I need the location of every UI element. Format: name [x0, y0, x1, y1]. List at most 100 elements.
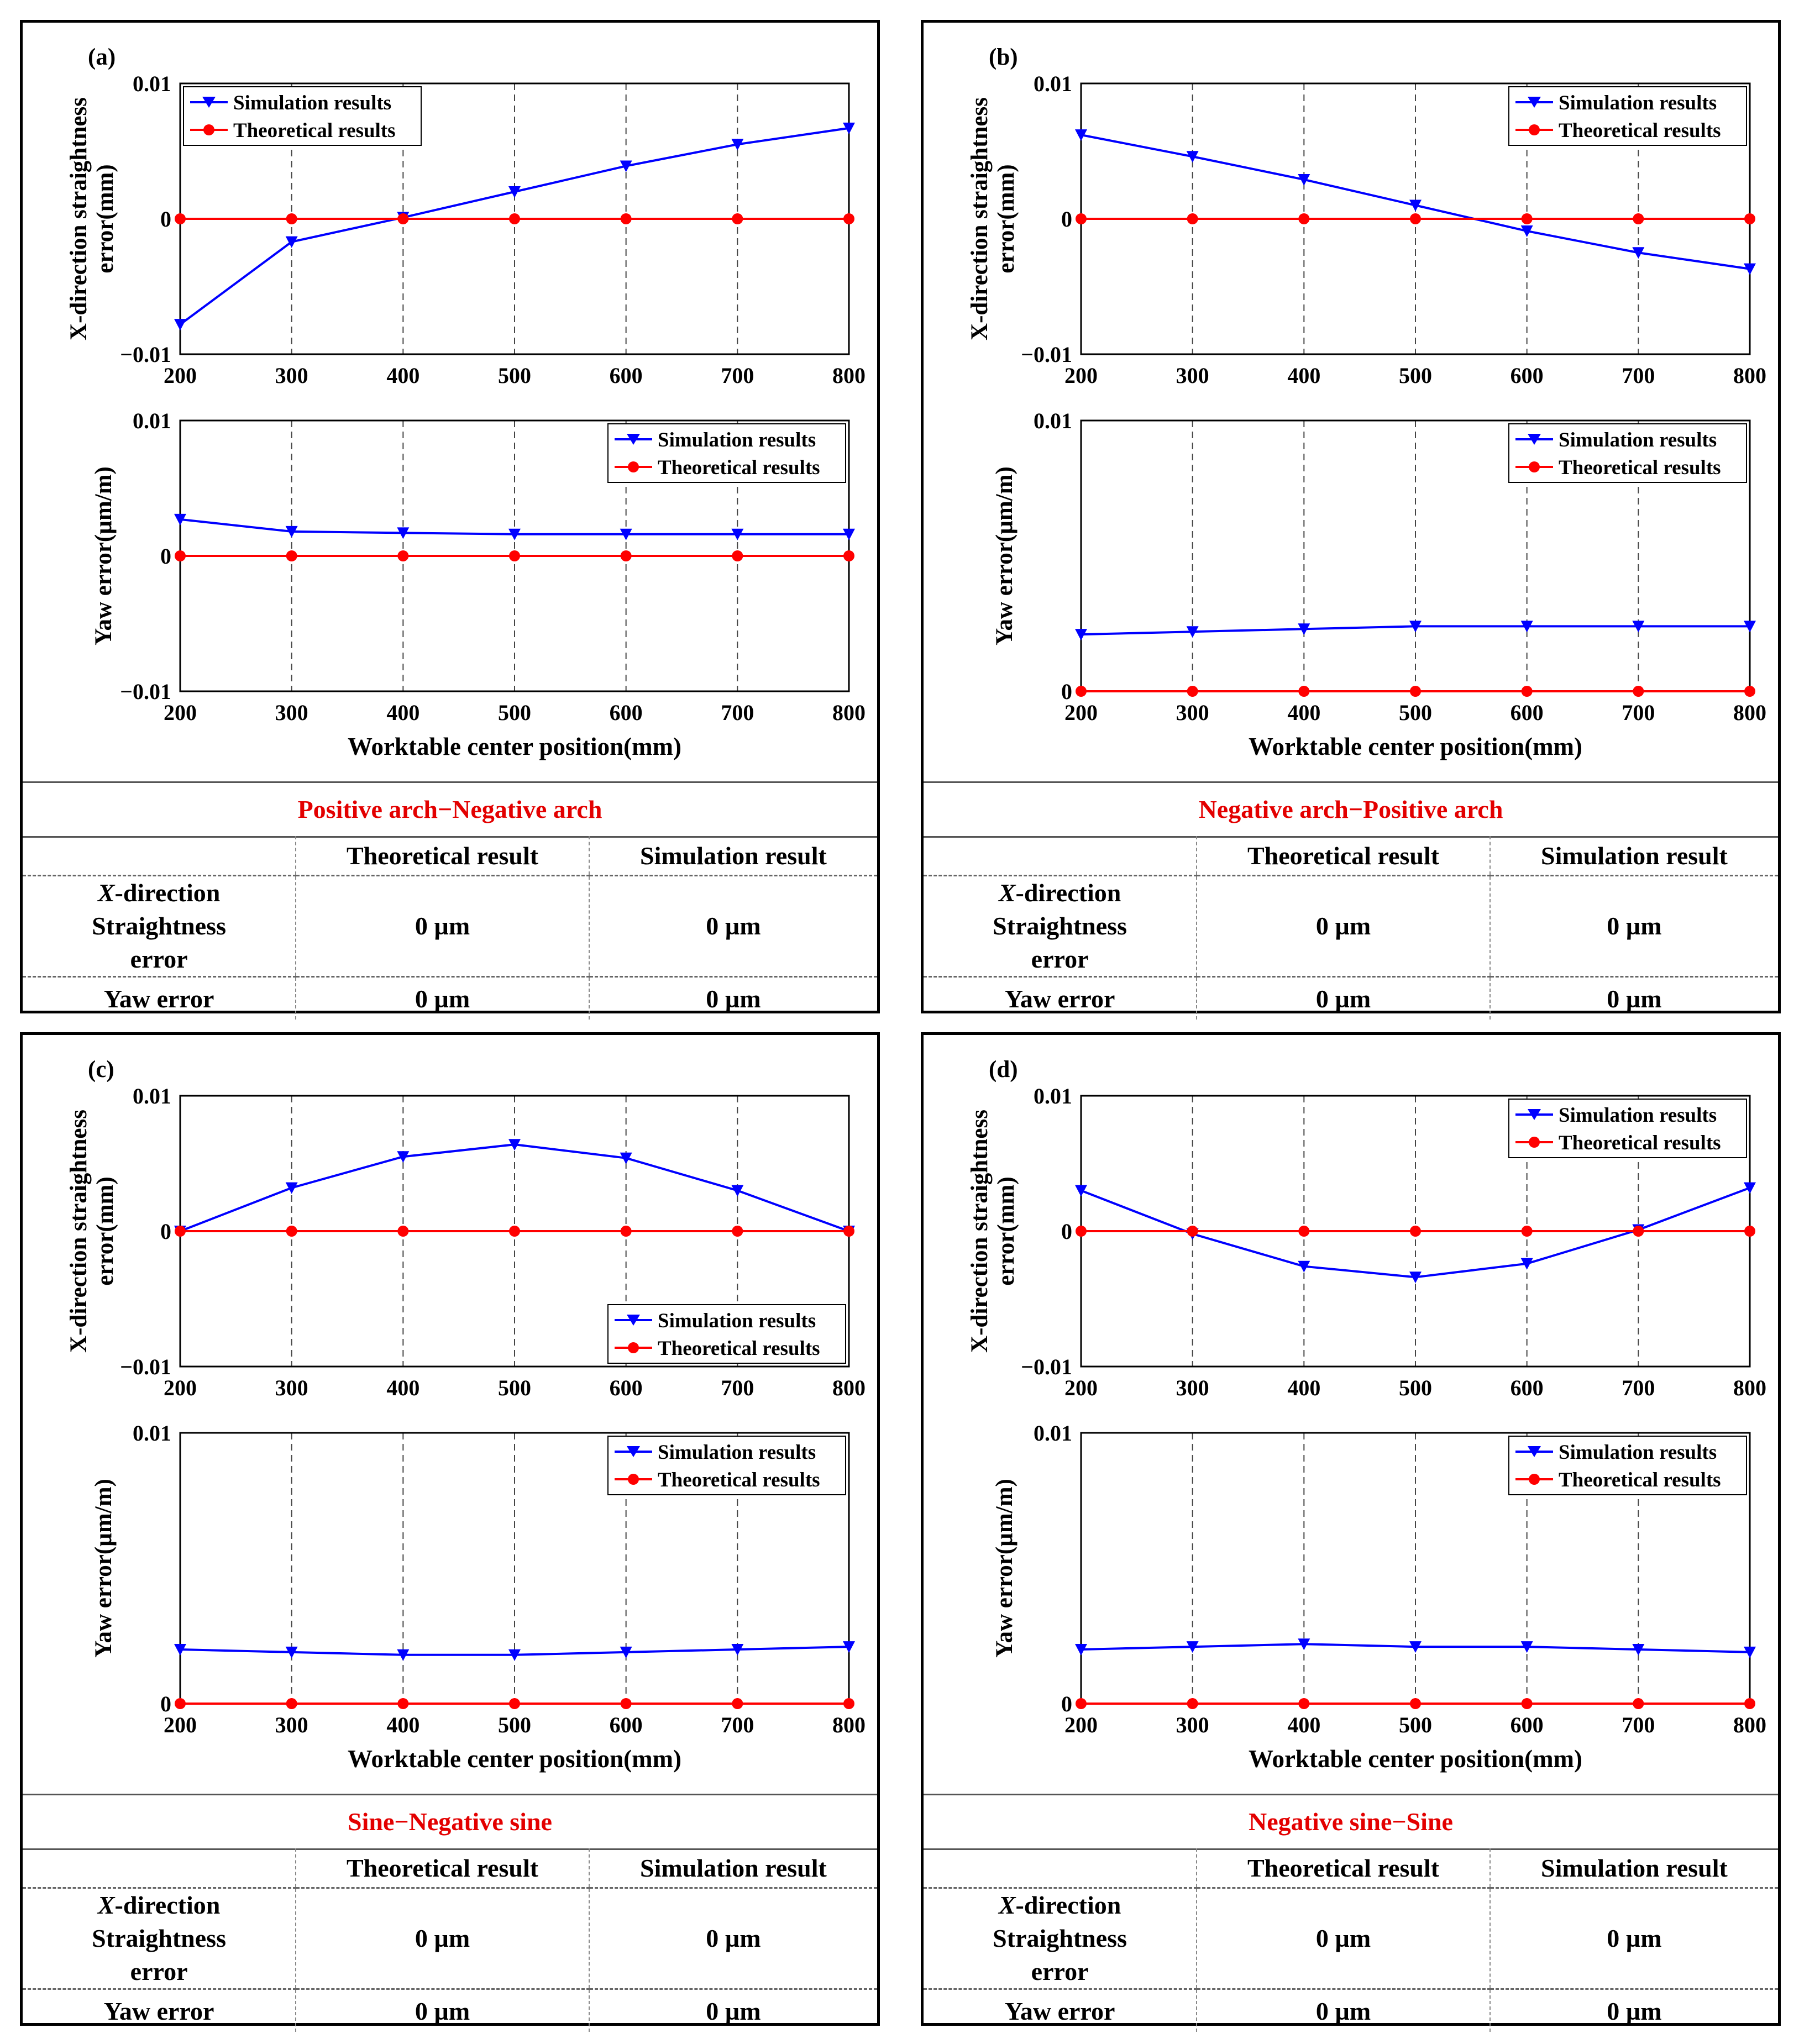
y-axis-label: X-direction straightness — [967, 97, 993, 340]
theoretical-point — [286, 1226, 297, 1237]
legend-label-simulation: Simulation results — [1559, 1441, 1717, 1464]
chart-top: 200 300 400 500 600 700 800 0.01 0 −0.01 X-directi… — [66, 71, 866, 388]
x-tick-label: 600 — [1510, 1375, 1544, 1400]
chart-bottom: 200 300 400 500 600 700 800 0.01 0 Yaw error(µm/m… — [992, 1421, 1766, 1773]
x-tick-label: 500 — [1399, 700, 1432, 725]
panel-subtitle: Sine−Negative sine — [23, 1794, 877, 1850]
x-tick-label: 300 — [275, 363, 308, 388]
legend-dot-marker — [203, 124, 214, 135]
simulation-point — [508, 1139, 521, 1151]
simulation-value: 0 µm — [1489, 875, 1778, 978]
simulation-point — [1744, 263, 1756, 275]
theoretical-point — [843, 1698, 854, 1709]
y-axis-label: Yaw error(µm/m) — [992, 1479, 1017, 1658]
panel-a: (a) 200 300 400 500 600 700 800 0.01 0 −0.01 X-dire… — [20, 20, 880, 1020]
simulation-value: 0 µm — [1489, 1989, 1778, 2032]
y-axis-label: X-direction straightness — [66, 97, 92, 340]
legend-label-simulation: Simulation results — [1559, 1104, 1717, 1127]
simulation-point — [174, 513, 186, 526]
y-tick-label: −0.01 — [120, 342, 171, 367]
results-table: Theoretical result Simulation result X-d… — [23, 1848, 877, 2032]
simulation-point — [1298, 623, 1310, 635]
x-tick-label: 500 — [498, 363, 531, 388]
header-theoretical: Theoretical result — [1196, 836, 1490, 876]
theoretical-point — [1076, 686, 1087, 697]
simulation-point — [1744, 1646, 1756, 1658]
row-label: Yaw error — [1004, 984, 1115, 1013]
table-header-row: Theoretical result Simulation result — [924, 836, 1778, 876]
theoretical-point — [397, 550, 409, 561]
simulation-point — [397, 1649, 410, 1661]
simulation-point — [731, 1644, 744, 1656]
legend-label-theoretical: Theoretical results — [233, 119, 396, 142]
x-tick-label: 800 — [832, 363, 866, 388]
theoretical-point — [1076, 1226, 1087, 1237]
table-row-straightness: X-direction Straightness error 0 µm 0 µm — [23, 1888, 877, 1990]
panel-subtitle: Negative arch−Positive arch — [924, 781, 1778, 838]
theoretical-point — [286, 1698, 297, 1709]
simulation-point — [1186, 1641, 1199, 1653]
simulation-point — [174, 1644, 186, 1656]
theoretical-point — [1187, 686, 1198, 697]
panel-b: (b) 200 300 400 500 600 700 800 0.01 0 −0.01 X-dire… — [921, 20, 1781, 1020]
y-tick-label: 0 — [160, 1691, 171, 1716]
row-label: X-direction Straightness error — [23, 875, 296, 978]
simulation-point — [1744, 1182, 1756, 1194]
simulation-point — [1298, 174, 1310, 186]
x-tick-label: 400 — [386, 700, 419, 725]
legend-frame — [1508, 1099, 1747, 1158]
panel-a-charts: (a) 200 300 400 500 600 700 800 0.01 0 −0.01 X-dire… — [66, 44, 866, 760]
table-header-row: Theoretical result Simulation result — [924, 1848, 1778, 1889]
row-label: X-direction Straightness error — [924, 1888, 1197, 1990]
theoretical-point — [1744, 213, 1755, 224]
legend-dot-marker — [1529, 1137, 1540, 1148]
results-table: Theoretical result Simulation result X-d… — [924, 836, 1778, 1020]
table-row-yaw: Yaw error 0 µm 0 µm — [924, 1989, 1778, 2032]
x-tick-label: 400 — [386, 363, 419, 388]
simulation-point — [843, 1641, 855, 1653]
x-tick-label: 300 — [1176, 700, 1209, 725]
x-tick-label: 600 — [610, 1375, 643, 1400]
x-axis-label: Worktable center position(mm) — [348, 733, 681, 760]
y-tick-label: −0.01 — [120, 1354, 171, 1379]
x-tick-label: 400 — [386, 1712, 419, 1737]
simulation-value: 0 µm — [588, 976, 877, 1020]
x-tick-label: 200 — [1064, 1375, 1098, 1400]
panel-c: (c) 200 300 400 500 600 700 800 0.01 0 −0.01 X-dire… — [20, 1032, 880, 2032]
simulation-point — [843, 528, 855, 540]
simulation-point — [1744, 621, 1756, 633]
y-tick-label: 0 — [1061, 1219, 1072, 1244]
theoretical-point — [1298, 1226, 1310, 1237]
table-row-straightness: X-direction Straightness error 0 µm 0 µm — [23, 875, 877, 978]
x-tick-label: 800 — [1733, 363, 1766, 388]
theoretical-point — [1187, 1698, 1198, 1709]
simulation-point — [1409, 199, 1422, 212]
simulation-point — [1520, 1641, 1533, 1653]
theoretical-point — [175, 1698, 186, 1709]
y-axis-label: error(mm) — [92, 1176, 118, 1285]
theoretical-point — [1633, 686, 1644, 697]
x-tick-label: 800 — [832, 1712, 866, 1737]
y-axis-label: X-direction straightness — [66, 1110, 92, 1353]
legend-label-theoretical: Theoretical results — [1559, 1132, 1721, 1154]
legend-frame — [1508, 423, 1747, 483]
x-tick-label: 700 — [721, 1712, 754, 1737]
table-corner — [23, 836, 296, 876]
simulation-point — [1075, 1644, 1087, 1656]
legend-dot-marker — [628, 1342, 639, 1353]
legend-label-simulation: Simulation results — [233, 92, 391, 114]
results-table: Theoretical result Simulation result X-d… — [23, 836, 877, 1020]
theoretical-point — [1521, 1698, 1533, 1709]
chart-top: 200 300 400 500 600 700 800 0.01 0 −0.01 X-directi… — [66, 1084, 866, 1400]
theoretical-point — [1633, 1226, 1644, 1237]
legend-triangle-marker — [1528, 434, 1541, 445]
legend: Simulation results Theoretical results — [183, 86, 422, 146]
x-tick-label: 500 — [1399, 1712, 1432, 1737]
x-tick-label: 200 — [164, 700, 197, 725]
theoretical-point — [1298, 213, 1310, 224]
x-tick-label: 400 — [1287, 363, 1320, 388]
legend-label-theoretical: Theoretical results — [1559, 119, 1721, 142]
y-tick-label: 0.01 — [1034, 1084, 1072, 1108]
y-tick-label: −0.01 — [1021, 1354, 1072, 1379]
theoretical-point — [509, 213, 520, 224]
